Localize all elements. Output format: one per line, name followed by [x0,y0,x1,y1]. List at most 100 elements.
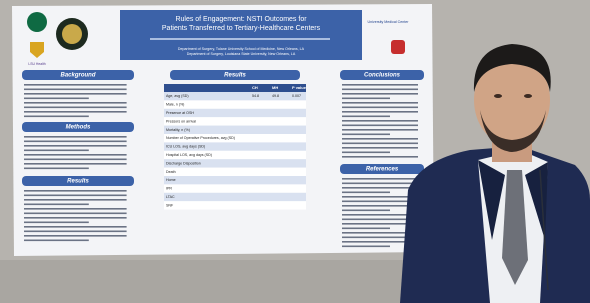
text-line [24,226,127,228]
row-label: ICU LOS, avg days (SD) [166,145,205,149]
table-row [164,201,306,209]
row-label: SNF [166,203,174,207]
results-table: CH MH P value Age, avg (SD) 54.8 49.8 0.007 Mal… [164,84,307,210]
row-label: Discharge Disposition [166,161,201,165]
text-line [24,145,127,147]
page: {"poster": { "title": "Rules of Engageme… [0,0,590,303]
text-line [342,129,418,131]
text-line [342,98,390,100]
text-line [24,84,127,86]
logo-emblem-center [62,24,82,44]
text-line [342,116,390,118]
row-label: Pressors on arrival [166,119,196,123]
section-title: Background [60,73,95,79]
text-line [24,190,127,192]
text-line [24,213,127,215]
affiliation: Department of Surgery, Louisiana State U… [187,52,296,56]
section-title: References [366,167,399,173]
affiliation: Department of Surgery, Tulane University… [178,47,305,51]
section-title: Conclusions [364,73,401,79]
cell-value: 49.8 [272,94,279,98]
text-line [24,111,127,113]
text-line [342,187,418,189]
text-line [342,111,418,113]
column-header: CH [252,85,258,90]
row-label: Hospital LOS, avg days (SD) [166,153,212,157]
text-line [342,143,418,145]
row-label: Male, n (%) [166,103,184,107]
logo-umc-text: University Medical Center [368,20,410,24]
text-line [24,136,127,138]
text-line [24,141,127,143]
text-line [24,102,127,104]
scene: Rules of Engagement: NSTI Outcomes forPa… [0,0,590,303]
text-line [24,116,89,118]
section-title: Results [67,179,89,185]
text-line [342,201,418,203]
text-line [24,208,127,210]
text-line [24,217,127,219]
logo-red [391,40,405,54]
text-line [24,222,89,224]
text-line [24,159,127,161]
text-line [24,89,127,91]
text-line [342,107,418,109]
text-line [342,152,390,154]
text-line [24,163,127,165]
text-line [24,204,89,206]
text-line [342,120,418,122]
text-line [342,205,418,207]
text-line [342,147,418,149]
text-line [24,98,89,100]
row-label: Age, avg (SD) [166,94,189,98]
text-line [24,150,89,152]
row-label: LTAC [166,195,175,199]
text-line [342,228,390,230]
text-line [342,246,390,248]
text-line [342,102,418,104]
text-line [342,196,418,198]
text-line [342,178,418,180]
text-line [342,156,418,158]
row-label: Presence at OSH [166,111,194,115]
text-line [24,240,89,242]
text-line [342,84,418,86]
text-line [24,168,89,170]
text-line [24,195,127,197]
text-line [24,199,127,201]
author-line [150,38,330,40]
text-line [24,107,127,109]
cell-value: 0.007 [292,94,301,98]
row-label: Home [166,178,176,182]
text-line [24,154,127,156]
table-row [164,184,306,192]
text-line [342,125,418,127]
text-line [342,93,418,95]
table-row [164,176,306,184]
text-line [24,93,127,95]
table-header [164,84,306,92]
eye [494,94,502,98]
table-row [164,100,306,108]
text-line [342,210,390,212]
row-label: Number of Operative Procedures, avg (SD) [166,136,235,140]
row-label: IPR [166,187,172,191]
text-line [24,235,127,237]
logo-lsu-text: LSU Health [28,62,45,66]
section-title: Results [224,73,246,79]
row-label: Death [166,170,176,174]
table-row [164,168,306,176]
eye [524,94,532,98]
text-line [342,89,418,91]
column-header: MH [272,85,278,90]
column-header: P value [292,85,307,90]
text-line [342,138,418,140]
text-line [342,183,418,185]
logo-tulane [27,12,47,32]
text-line [24,231,127,233]
cell-value: 54.8 [252,94,259,98]
text-line [342,192,390,194]
section-title: Methods [66,125,91,131]
table-row [164,193,306,201]
row-label: Mortality, n (%) [166,128,190,132]
